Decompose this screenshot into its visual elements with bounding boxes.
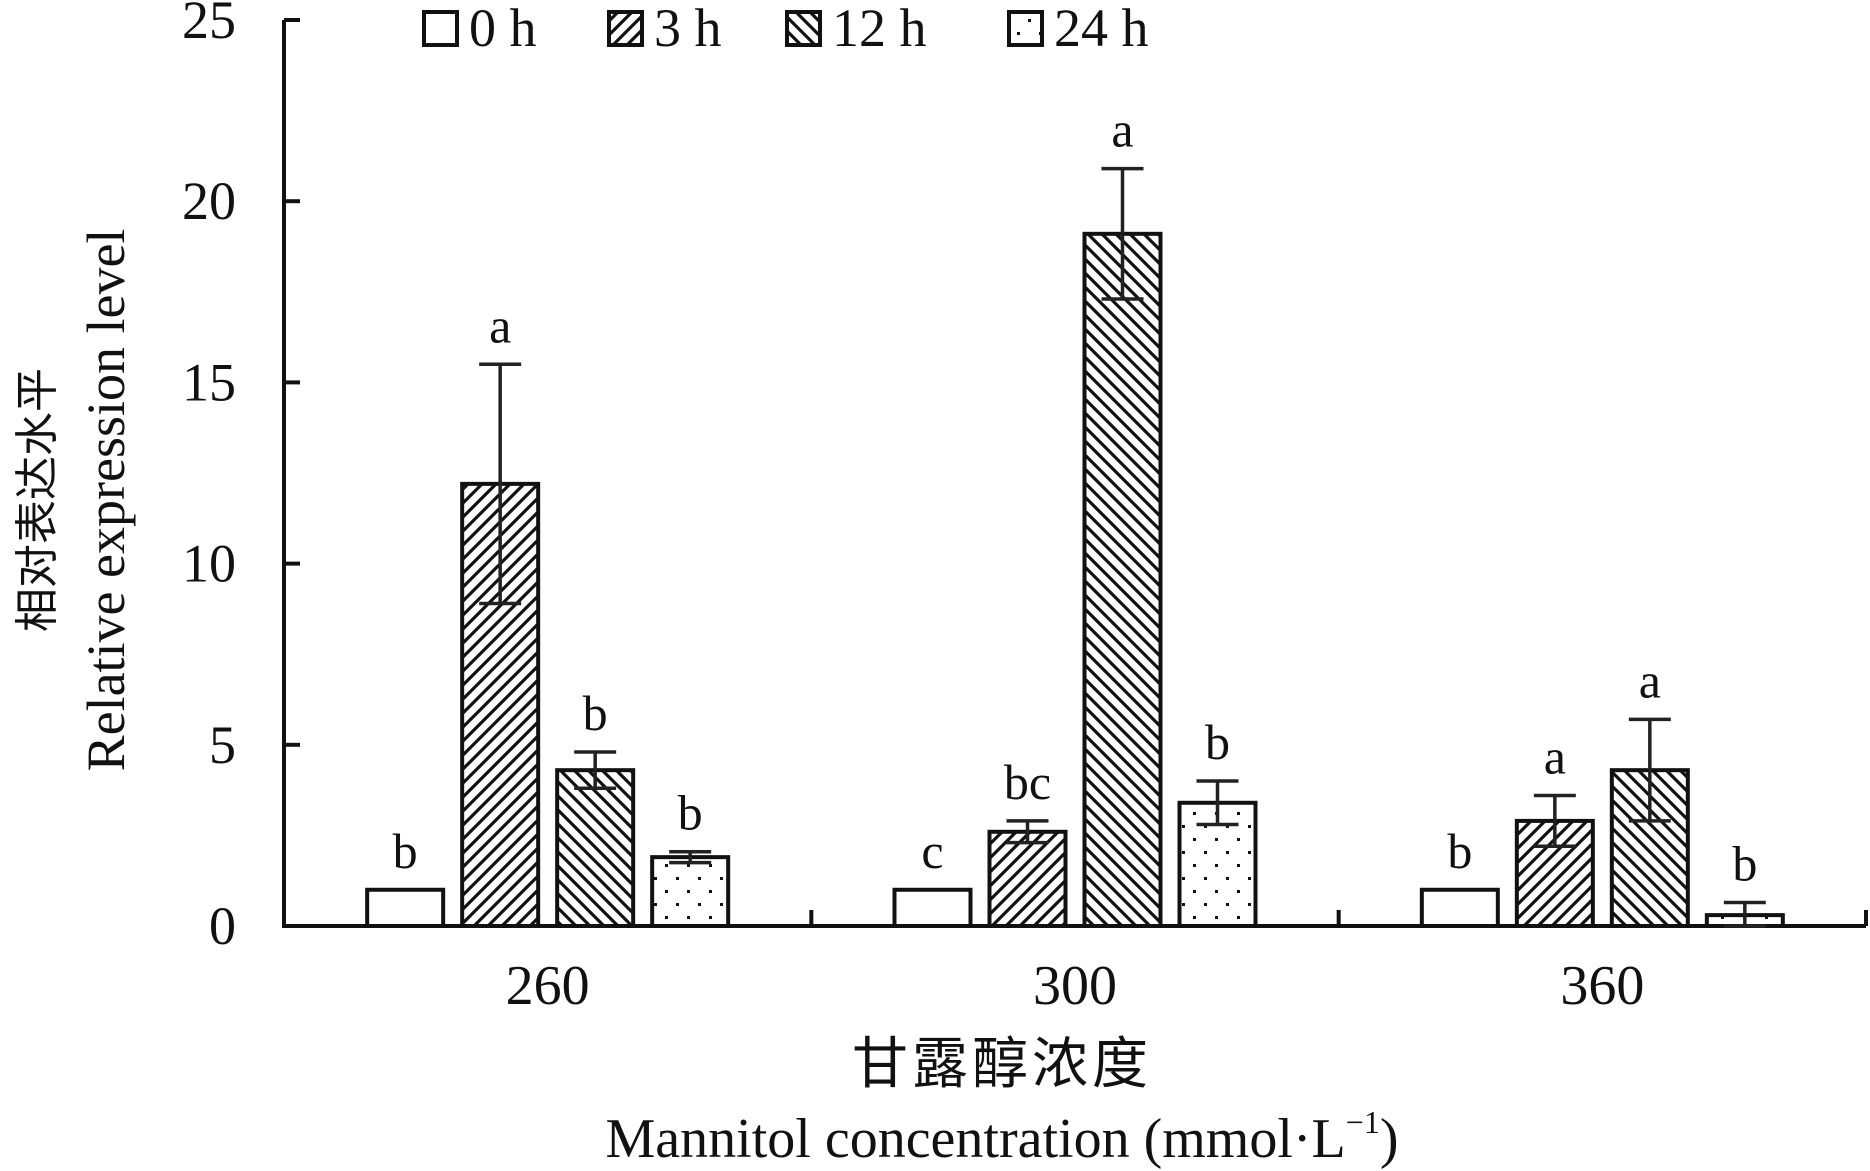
y-ticks: 0 5 10 15 20 25 — [182, 0, 300, 956]
significance-label: a — [1111, 102, 1133, 158]
bar — [1419, 887, 1500, 929]
x-axis-title-en-sup: −1 — [1346, 1104, 1380, 1140]
legend-label: 12 h — [832, 0, 927, 58]
x-tick-label: 300 — [1033, 955, 1117, 1017]
x-axis-title-en: Mannitol concentration (mmol·L−1) — [606, 1104, 1399, 1170]
y-axis-title-en: Relative expression level — [76, 229, 136, 772]
bars — [365, 231, 1785, 929]
legend-swatch — [1007, 10, 1044, 47]
y-tick-label: 5 — [209, 715, 236, 775]
significance-label: b — [393, 823, 418, 879]
bar — [892, 887, 973, 929]
error-bars — [479, 166, 1766, 928]
significance-label: a — [1544, 729, 1566, 785]
significance-label: a — [489, 297, 511, 353]
y-tick-label: 15 — [182, 352, 236, 412]
significance-label: bc — [1004, 754, 1051, 810]
legend-swatch — [607, 10, 644, 47]
legend-swatch — [785, 10, 822, 47]
x-axis-title-cn: 甘露醇浓度 — [852, 1032, 1152, 1097]
y-tick-label: 10 — [182, 534, 236, 594]
bar — [987, 829, 1068, 928]
bar — [365, 887, 446, 929]
significance-label: b — [583, 685, 608, 741]
y-axis-title: 相对表达水平 Relative expression level — [12, 229, 136, 772]
x-axis-title-en-close: ) — [1380, 1108, 1399, 1170]
y-tick-label: 25 — [182, 0, 236, 50]
significance-label: a — [1639, 652, 1661, 708]
y-tick-label: 0 — [209, 896, 236, 956]
significance-label: b — [1447, 823, 1472, 879]
significance-label: c — [921, 823, 943, 879]
bar — [555, 768, 636, 929]
legend-label: 24 h — [1054, 0, 1149, 58]
significance-label: b — [1205, 714, 1230, 770]
legend-label: 0 h — [469, 0, 537, 58]
legend-swatch — [422, 10, 459, 47]
x-axis-title-en-main: Mannitol concentration (mmol·L — [606, 1108, 1346, 1170]
axes — [282, 20, 1866, 928]
legend-label: 3 h — [654, 0, 722, 58]
y-tick-label: 20 — [182, 171, 236, 231]
x-tick-label: 260 — [506, 955, 590, 1017]
x-category-ticks: 260 300 360 — [506, 910, 1868, 1017]
bar — [1082, 231, 1163, 929]
x-tick-label: 360 — [1560, 955, 1644, 1017]
significance-label: b — [1732, 835, 1757, 891]
significance-label: b — [678, 785, 703, 841]
y-axis-title-cn: 相对表达水平 — [12, 368, 63, 632]
bar — [650, 855, 731, 928]
legend: 0 h 3 h 12 h 24 h — [422, 0, 1149, 58]
